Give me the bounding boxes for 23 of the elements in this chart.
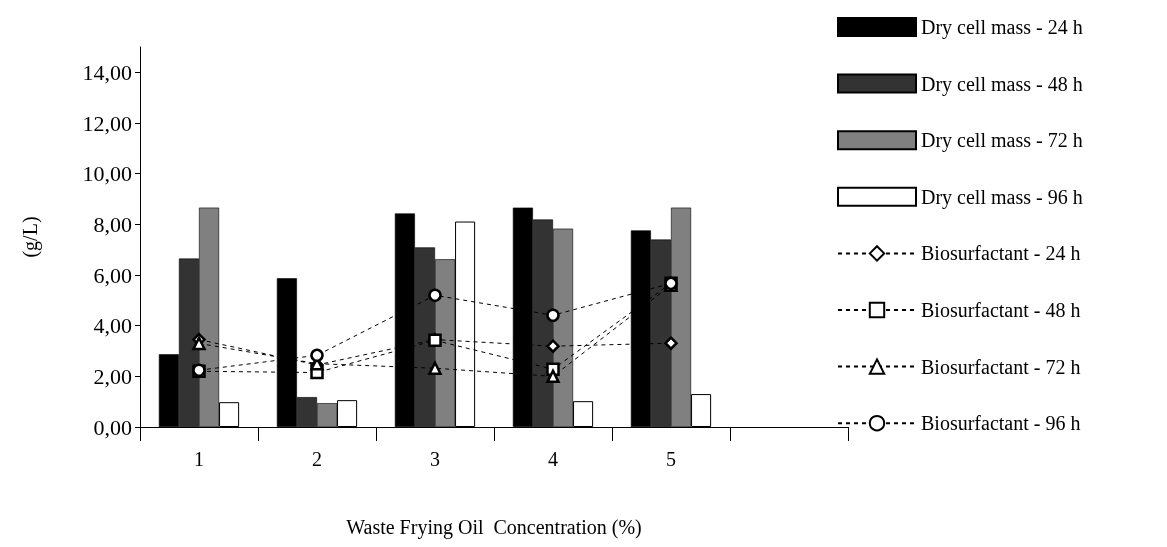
y-tick-label: 4,00 [93,313,132,339]
x-tick-label: 1 [194,448,204,470]
y-tick-label: 12,00 [82,110,132,136]
y-tick-label: 10,00 [82,161,132,187]
x-tick-label: 4 [548,448,558,470]
y-tick-label: 14,00 [82,59,132,85]
y-axis-title: (g/L) [19,216,42,258]
x-axis-title: Waste Frying Oil Concentration (%) [346,516,642,539]
legend-label: Biosurfactant - 24 h [921,242,1081,265]
legend-label: Biosurfactant - 96 h [921,412,1081,435]
legend-label: Dry cell mass - 24 h [921,16,1083,39]
legend-label: Biosurfactant - 48 h [921,299,1081,321]
legend-label: Dry cell mass - 48 h [921,72,1083,96]
x-tick-label: 5 [666,448,676,470]
x-tick-label: 3 [430,448,440,470]
legend-label: Dry cell mass - 96 h [921,185,1083,209]
y-tick-label: 8,00 [93,211,132,237]
legend-label: Biosurfactant - 72 h [921,355,1081,378]
y-tick-label: 2,00 [93,363,132,389]
y-tick-label: 6,00 [93,262,132,288]
x-tick-label: 2 [312,448,322,470]
y-tick-label: 0,00 [93,414,132,440]
legend-label: Dry cell mass - 72 h [921,129,1083,153]
